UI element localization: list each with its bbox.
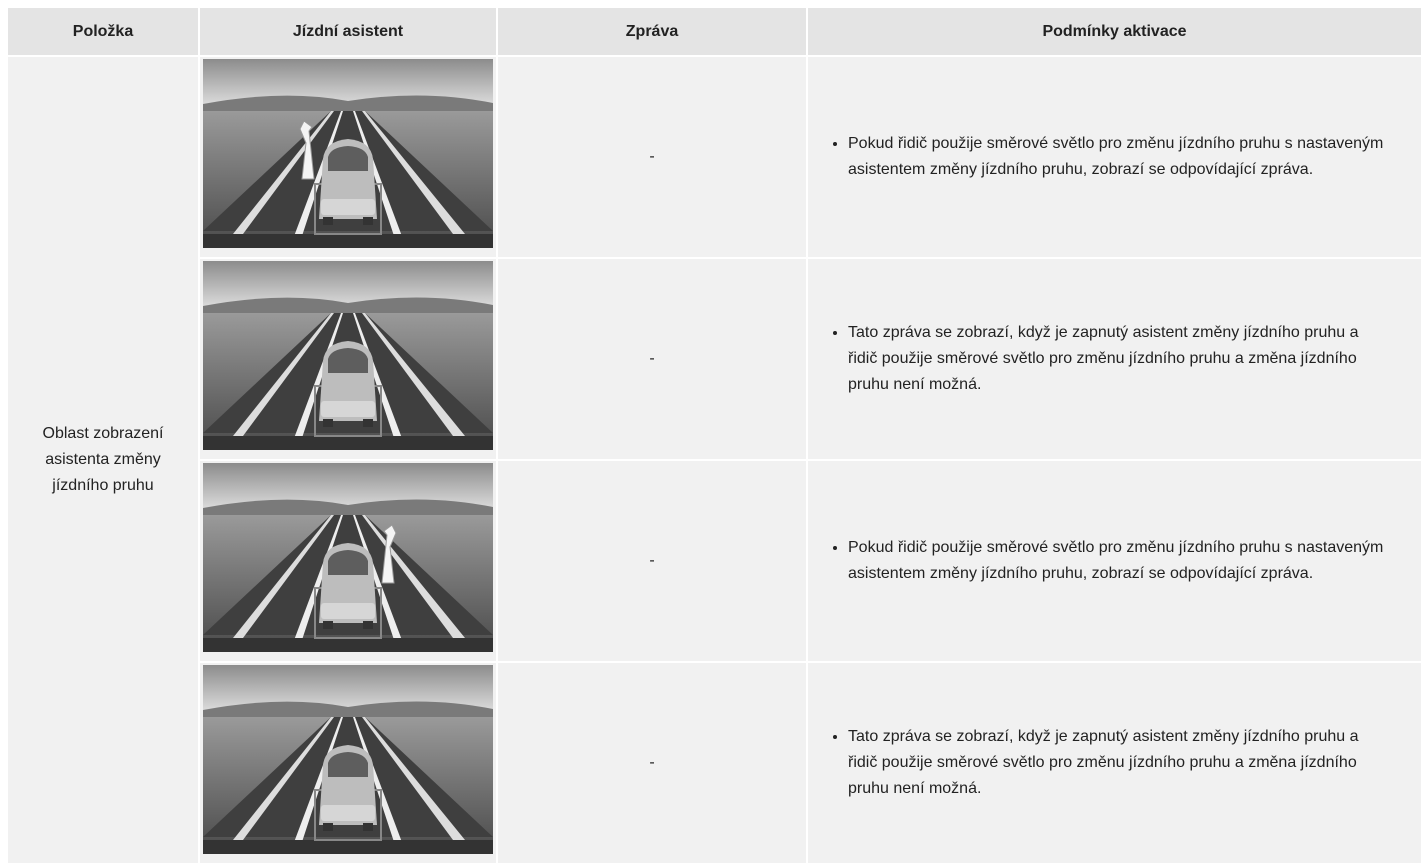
condition-cell: Pokud řidič použije směrové světlo pro z… <box>808 461 1421 661</box>
condition-cell: Tato zpráva se zobrazí, když je zapnutý … <box>808 663 1421 863</box>
message-cell: - <box>498 461 806 661</box>
message-cell: - <box>498 259 806 459</box>
assist-image <box>203 261 493 450</box>
image-cell <box>200 259 496 459</box>
image-cell <box>200 663 496 863</box>
condition-cell: Pokud řidič použije směrové světlo pro z… <box>808 57 1421 257</box>
message-cell: - <box>498 57 806 257</box>
assist-image <box>203 665 493 854</box>
condition: Tato zpráva se zobrazí, když je zapnutý … <box>848 724 1388 802</box>
condition: Pokud řidič použije směrové světlo pro z… <box>848 131 1388 183</box>
header-cell: Položka <box>8 8 198 55</box>
header-cell: Jízdní asistent <box>200 8 496 55</box>
image-cell <box>200 57 496 257</box>
table: Položka Jízdní asistent Zpráva Podmínky … <box>8 8 1421 863</box>
header-cell: Zpráva <box>498 8 806 55</box>
condition-cell: Tato zpráva se zobrazí, když je zapnutý … <box>808 259 1421 459</box>
item-cell: Oblast zobrazení asistenta změny jízdníh… <box>8 57 198 863</box>
assist-image <box>203 59 493 248</box>
image-cell <box>200 461 496 661</box>
condition: Pokud řidič použije směrové světlo pro z… <box>848 535 1388 587</box>
condition: Tato zpráva se zobrazí, když je zapnutý … <box>848 320 1388 398</box>
message-cell: - <box>498 663 806 863</box>
header-cell: Podmínky aktivace <box>808 8 1421 55</box>
assist-image <box>203 463 493 652</box>
